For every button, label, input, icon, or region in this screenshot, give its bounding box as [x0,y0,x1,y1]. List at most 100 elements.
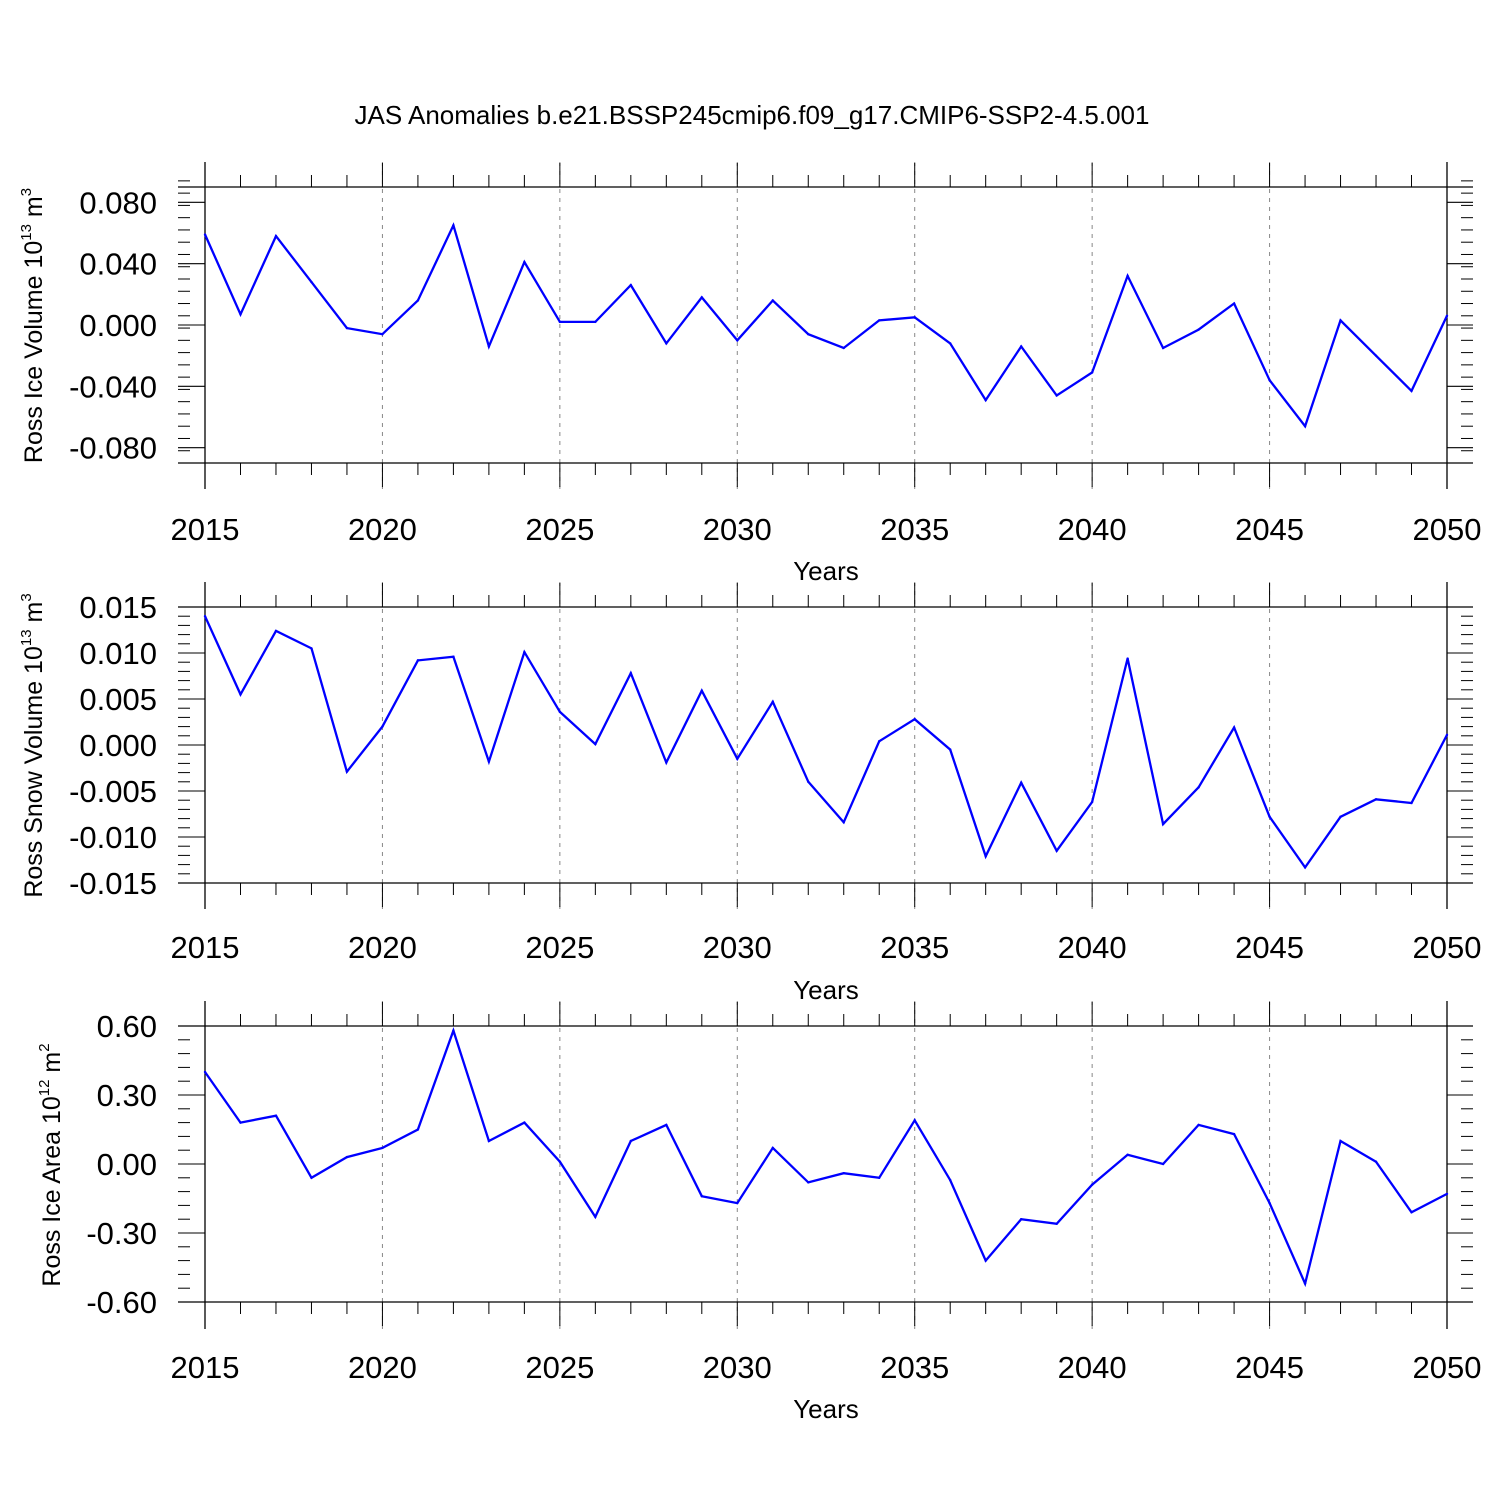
data-point [1090,371,1094,374]
y-tick-label: -0.040 [69,369,157,404]
data-point [523,260,526,264]
data-point [1303,1282,1307,1285]
y-axis-label-part: Ross Ice Area 10 [38,1096,66,1286]
data-point [807,780,810,783]
data-point [1303,425,1307,428]
data-point [381,333,384,336]
x-tick-label: 2015 [171,1350,240,1385]
data-point [487,1139,491,1143]
data-point [1445,314,1449,317]
y-axis-label-superscript: 3 [18,188,35,196]
data-point [1197,328,1200,331]
data-point [1161,346,1165,350]
data-point [1019,345,1023,348]
x-tick-label: 2040 [1058,512,1127,547]
x-tick-label: 2030 [703,930,772,965]
series-line [204,1027,1448,1288]
x-tick-label: 2025 [525,1350,594,1385]
data-point [1410,1211,1413,1214]
x-tick-label: 2040 [1058,1350,1127,1385]
data-point [452,224,455,227]
y-axis-label: Ross Snow Volume 1013 m3 [18,593,48,897]
data-point [842,346,845,350]
data-point [1055,1222,1058,1226]
data-point [1410,389,1413,393]
data-point [949,342,952,345]
data-point [523,650,526,654]
data-point [913,718,916,721]
data-point [239,313,242,316]
data-point [1055,394,1058,397]
series-line [203,222,1449,429]
data-point [416,1128,420,1131]
data-point [594,742,597,746]
x-tick-label: 2035 [880,1350,949,1385]
data-point [842,821,845,824]
data-point [1019,1218,1023,1221]
data-point [1445,733,1449,737]
y-axis-label: Ross Ice Area 1012 m2 [36,1043,66,1286]
data-point [1410,801,1413,805]
x-tick-label: 2025 [525,930,594,965]
x-axis-label: Years [793,975,859,1005]
data-point [913,1119,916,1122]
y-tick-label: 0.040 [79,247,157,282]
data-point [842,1172,845,1175]
y-tick-label: -0.010 [69,820,157,855]
data-point [1232,726,1236,729]
y-tick-label: 0.30 [97,1078,157,1113]
y-axis-label-superscript: 13 [18,224,35,241]
data-point [487,760,491,763]
data-point [1161,1162,1165,1166]
x-tick-label: 2035 [880,512,949,547]
x-tick-label: 2040 [1058,930,1127,965]
data-point [239,693,242,696]
data-point [1161,822,1165,826]
data-point [700,1195,703,1198]
data-point [629,1139,633,1143]
data-point [984,398,987,402]
x-tick-label: 2045 [1235,512,1304,547]
data-point [1303,866,1307,869]
y-axis-label-part: m [20,602,48,630]
y-axis-label-superscript: 13 [18,629,35,646]
data-point [1126,657,1129,660]
data-point [416,299,420,302]
data-point [310,647,313,650]
data-point [452,655,455,658]
data-point [558,1160,562,1163]
data-point [771,700,774,703]
data-point [594,320,597,324]
data-point [700,296,703,299]
data-point [771,299,774,302]
y-tick-label: 0.015 [79,590,157,625]
data-point [984,1259,987,1262]
x-tick-label: 2020 [348,930,417,965]
x-tick-label: 2020 [348,1350,417,1385]
data-point [558,710,562,714]
x-tick-label: 2050 [1413,1350,1482,1385]
data-point [1374,1160,1378,1163]
data-point [239,1121,242,1124]
data-point [1126,274,1129,278]
data-point [1090,1183,1094,1186]
y-tick-label: 0.000 [79,728,157,763]
x-tick-label: 2050 [1413,930,1482,965]
x-tick-label: 2030 [703,512,772,547]
data-point [345,1155,349,1159]
data-point [1374,798,1378,801]
y-axis-label: Ross Ice Volume 1013 m3 [18,188,48,463]
data-point [629,672,633,675]
y-tick-label: -0.30 [86,1216,157,1251]
y-tick-label: 0.010 [79,636,157,671]
data-point [558,320,562,324]
x-tick-label: 2045 [1235,930,1304,965]
data-point [523,1121,526,1124]
data-point [807,1181,810,1184]
data-point [452,1029,455,1032]
data-point [665,761,668,764]
x-axis-label: Years [793,1394,859,1424]
data-point [594,1215,597,1219]
data-point [345,326,349,330]
data-point [1268,1201,1271,1205]
